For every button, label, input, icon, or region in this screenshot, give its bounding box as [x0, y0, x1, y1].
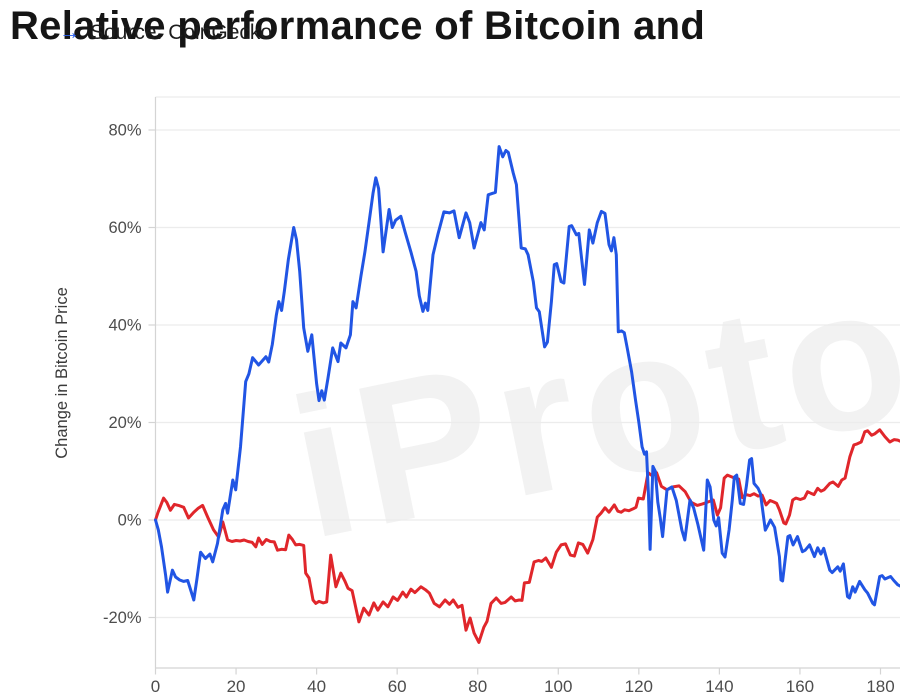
- y-tick-label: 20%: [108, 414, 141, 432]
- source-text: Source: CoinGecko: [90, 21, 273, 44]
- page-title: Relative performance of Bitcoin and: [10, 3, 706, 48]
- y-tick-label: 40%: [108, 317, 141, 335]
- y-tick-label: 60%: [108, 219, 141, 237]
- x-tick-label: 0: [151, 677, 160, 696]
- x-tick-label: 120: [625, 677, 653, 696]
- series-line-comparison: [154, 428, 900, 644]
- x-tick-label: 20: [227, 677, 246, 696]
- y-tick-label: -20%: [103, 609, 142, 627]
- right-arrow-icon: →: [59, 21, 80, 44]
- x-tick-label: 180: [866, 677, 894, 696]
- x-tick-label: 160: [786, 677, 814, 696]
- y-tick-label: 80%: [108, 122, 141, 140]
- x-tick-label: 40: [307, 677, 326, 696]
- x-tick-label: 100: [544, 677, 572, 696]
- source-line: → Source: CoinGecko: [59, 22, 272, 43]
- x-tick-label: 80: [468, 677, 487, 696]
- x-tick-label: 60: [388, 677, 407, 696]
- y-axis-title: Change in Bitcoin Price: [53, 287, 71, 459]
- x-tick-label: 140: [705, 677, 733, 696]
- series-line-bitcoin: [154, 145, 900, 607]
- y-tick-label: 0%: [118, 512, 142, 530]
